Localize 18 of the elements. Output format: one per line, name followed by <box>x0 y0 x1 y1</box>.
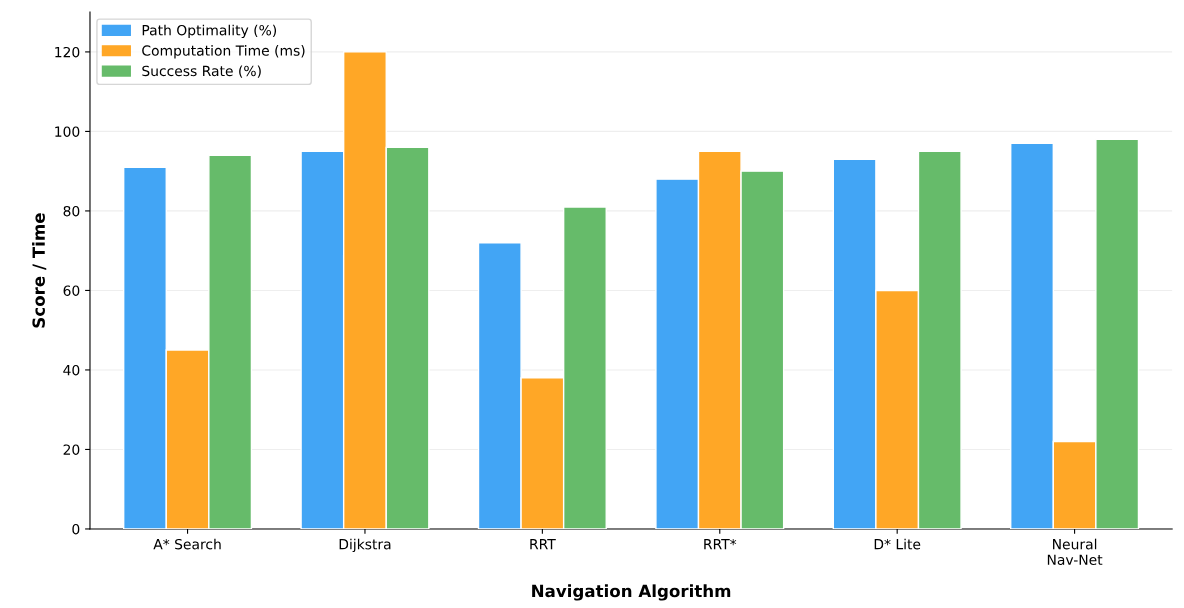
y-tick-label: 120 <box>55 46 80 58</box>
y-tick-label: 80 <box>63 205 80 217</box>
x-axis-title: Navigation Algorithm <box>532 584 731 601</box>
x-tick-label: Dijkstra <box>339 538 391 553</box>
y-axis-title: Score / Time <box>32 213 47 328</box>
y-tick-label: 0 <box>72 523 80 535</box>
legend-label: Path Optimality (%) <box>142 24 277 39</box>
x-tick-label: A* Search <box>153 538 221 550</box>
x-tick-label: RRT <box>530 539 556 550</box>
legend-label: Success Rate (%) <box>142 65 261 78</box>
y-tick-label: 20 <box>63 444 80 455</box>
y-tick-label: 60 <box>63 285 80 296</box>
y-tick-label: 40 <box>63 364 80 376</box>
x-tick-label: D* Lite <box>874 538 921 550</box>
y-tick-label: 100 <box>55 126 80 137</box>
x-tick-label: Neural Nav-Net <box>1047 538 1103 565</box>
legend-label: Computation Time (ms) <box>142 45 305 59</box>
x-tick-label: RRT* <box>704 538 737 550</box>
